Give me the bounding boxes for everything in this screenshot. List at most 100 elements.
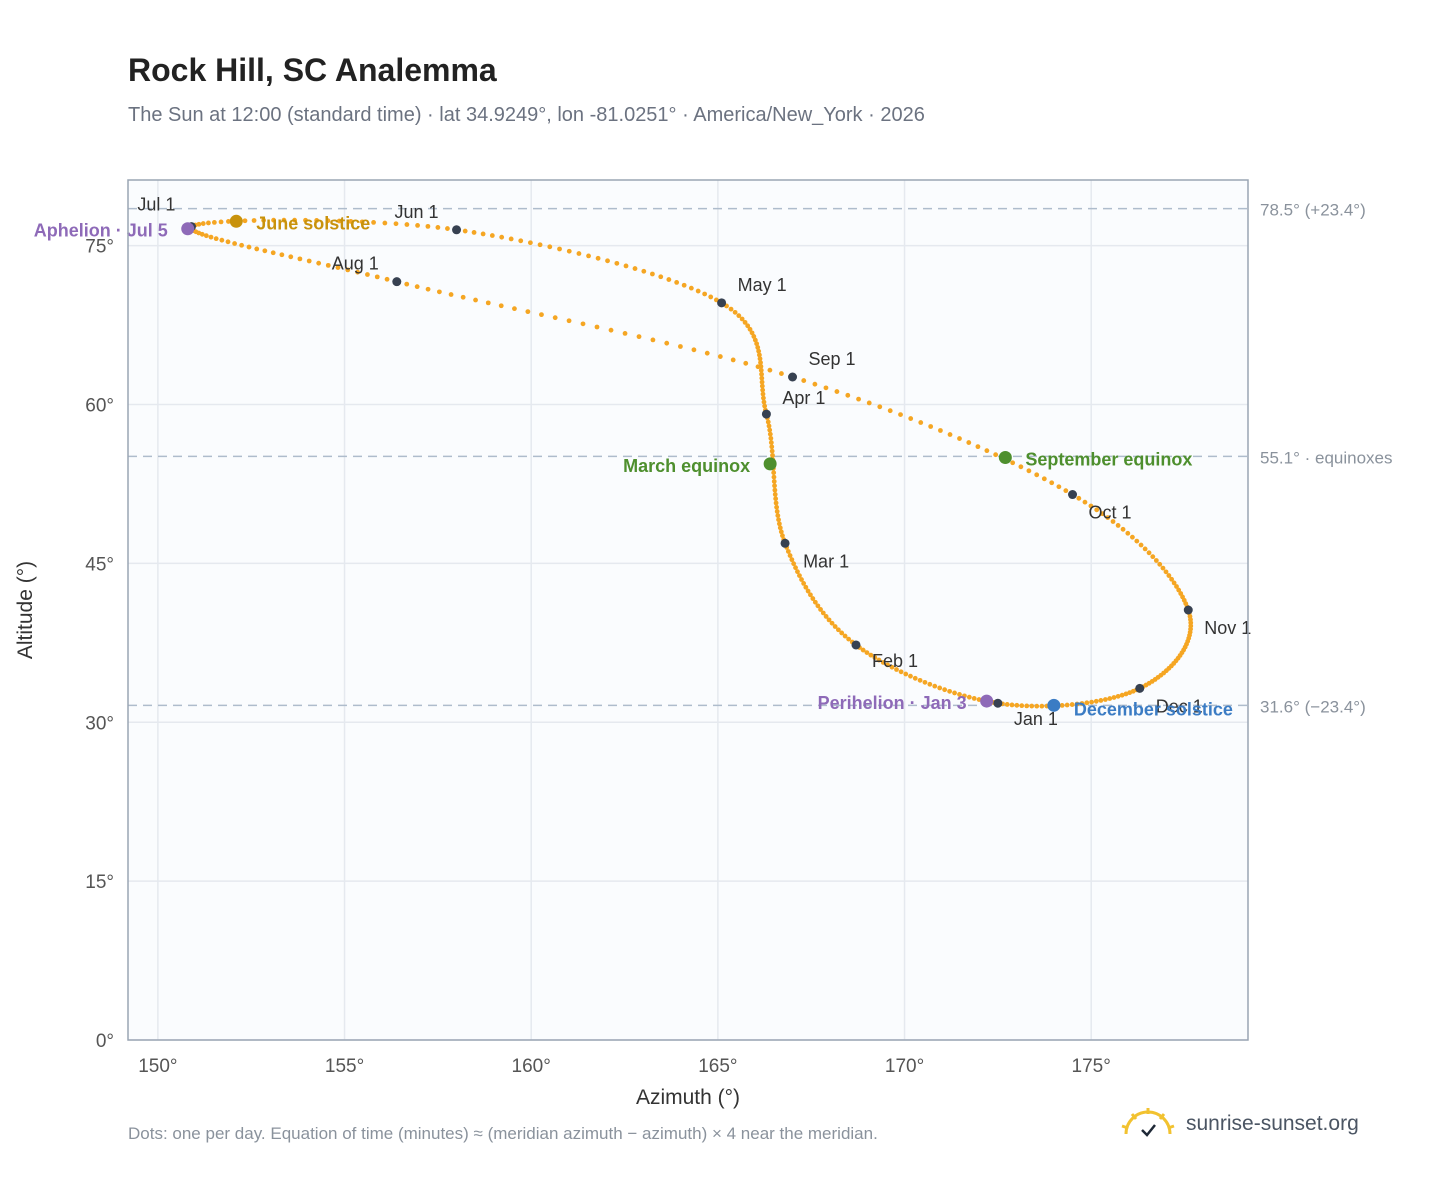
daily-sun-dot: [754, 341, 760, 347]
daily-sun-dot: [1063, 488, 1069, 494]
daily-sun-dot: [702, 291, 708, 297]
daily-sun-dot: [226, 219, 231, 224]
month-markers: Jan 1 Feb 1 Mar 1 Apr 1 May 1 Jun 1 Jul 1 Aug 1…: [137, 195, 1251, 730]
daily-sun-dot: [1089, 699, 1095, 705]
daily-sun-dot: [759, 375, 765, 381]
daily-sun-dot: [678, 344, 683, 349]
daily-sun-dot: [742, 319, 748, 325]
daily-sun-dot: [499, 234, 505, 240]
daily-sun-dot: [525, 309, 531, 315]
daily-sun-dot: [281, 217, 287, 223]
daily-sun-dot: [739, 316, 745, 322]
daily-sun-dot: [1123, 691, 1129, 697]
daily-sun-dot: [1107, 696, 1113, 701]
daily-sun-dot: [512, 306, 517, 312]
daily-sun-dot: [767, 427, 773, 433]
daily-sun-dot: [755, 345, 761, 350]
daily-sun-dot: [261, 217, 267, 223]
daily-sun-dot: [779, 371, 784, 376]
daily-sun-dot: [815, 603, 821, 609]
daily-sun-dot: [717, 354, 723, 359]
daily-sun-dot: [842, 633, 848, 639]
month-label: Dec 1: [1156, 696, 1203, 716]
daily-sun-dot: [1176, 587, 1182, 593]
daily-sun-dot: [1014, 702, 1020, 708]
daily-sun-dot: [537, 242, 543, 248]
daily-sun-dot: [1018, 464, 1024, 470]
daily-sun-dot: [793, 565, 798, 571]
daily-sun-dot: [632, 266, 638, 271]
daily-sun-dot: [1115, 693, 1121, 699]
daily-sun-dot: [832, 624, 838, 629]
daily-sun-dot: [688, 285, 694, 291]
chart-title: Rock Hill, SC Analemma: [128, 52, 497, 88]
daily-sun-dot: [518, 238, 524, 244]
daily-sun-dot: [200, 221, 206, 226]
daily-sun-dot: [751, 334, 757, 339]
daily-sun-dot: [704, 350, 710, 356]
brand[interactable]: sunrise-sunset.org: [1120, 1104, 1359, 1144]
daily-sun-dot: [425, 223, 431, 229]
brand-name: sunrise-sunset.org: [1186, 1112, 1359, 1135]
daily-sun-dot: [1138, 542, 1144, 548]
daily-sun-dot: [335, 265, 341, 271]
footnote: Dots: one per day. Equation of time (min…: [128, 1124, 878, 1143]
daily-sun-dot: [527, 240, 533, 246]
daily-sun-dot: [1034, 703, 1040, 709]
daily-sun-dot: [908, 673, 913, 679]
daily-sun-dot: [772, 483, 777, 489]
daily-sun-dot: [508, 236, 514, 242]
daily-sun-dot: [752, 337, 758, 343]
month-marker: [780, 538, 790, 548]
daily-sun-dot: [1076, 495, 1082, 501]
daily-sun-dot: [1174, 584, 1179, 589]
daily-sun-dot: [1115, 523, 1121, 528]
daily-sun-dot: [404, 222, 410, 227]
daily-sun-dot: [773, 496, 779, 502]
daily-sun-dot: [894, 667, 899, 672]
daily-sun-dot: [232, 241, 237, 246]
daily-sun-dot: [1041, 476, 1047, 482]
event-label: September equinox: [1025, 449, 1192, 469]
month-label: Sep 1: [809, 349, 856, 369]
daily-sun-dot: [1093, 698, 1099, 704]
daily-sun-dot: [664, 340, 670, 346]
daily-sun-dot: [414, 284, 420, 290]
reference-line-label: 78.5° (+23.4°): [1260, 201, 1366, 220]
daily-sun-dot: [787, 553, 793, 558]
daily-sun-dot: [1049, 480, 1055, 486]
daily-sun-dot: [211, 219, 217, 225]
daily-sun-dot: [448, 292, 454, 297]
daily-sun-dot: [1105, 515, 1111, 520]
daily-sun-dot: [288, 254, 294, 260]
month-label: Jan 1: [1014, 709, 1058, 729]
daily-sun-dot: [756, 348, 762, 354]
daily-sun-dot: [801, 378, 807, 383]
daily-sun-dot: [984, 448, 990, 454]
daily-sun-dot: [1026, 468, 1032, 474]
daily-sun-dot: [728, 306, 734, 312]
daily-sun-dot: [1160, 565, 1166, 571]
event-marker: [181, 222, 195, 236]
daily-sun-dot: [658, 274, 664, 280]
daily-sun-dot: [1163, 569, 1169, 575]
daily-sun-dot: [1039, 703, 1045, 709]
daily-sun-dot: [860, 647, 866, 653]
daily-sun-dot: [864, 650, 870, 656]
month-label: Apr 1: [782, 388, 825, 408]
daily-sun-dot: [623, 263, 629, 269]
daily-sun-dot: [952, 690, 957, 696]
daily-sun-dot: [1157, 561, 1163, 567]
daily-sun-dot: [795, 569, 800, 575]
daily-sun-dot: [605, 258, 610, 264]
axes: 150° 155° 160° 165° 170° 175° 0° 15° 30° 45° 60° 75…: [85, 237, 1111, 1077]
daily-sun-dot: [1024, 703, 1030, 709]
daily-sun-dot: [757, 356, 763, 362]
daily-sun-dot: [1088, 503, 1094, 509]
daily-sun-dot: [805, 588, 811, 594]
month-marker: [788, 372, 798, 382]
daily-sun-dot: [889, 664, 895, 670]
daily-sun-dot: [776, 521, 782, 527]
daily-sun-dot: [768, 440, 774, 445]
